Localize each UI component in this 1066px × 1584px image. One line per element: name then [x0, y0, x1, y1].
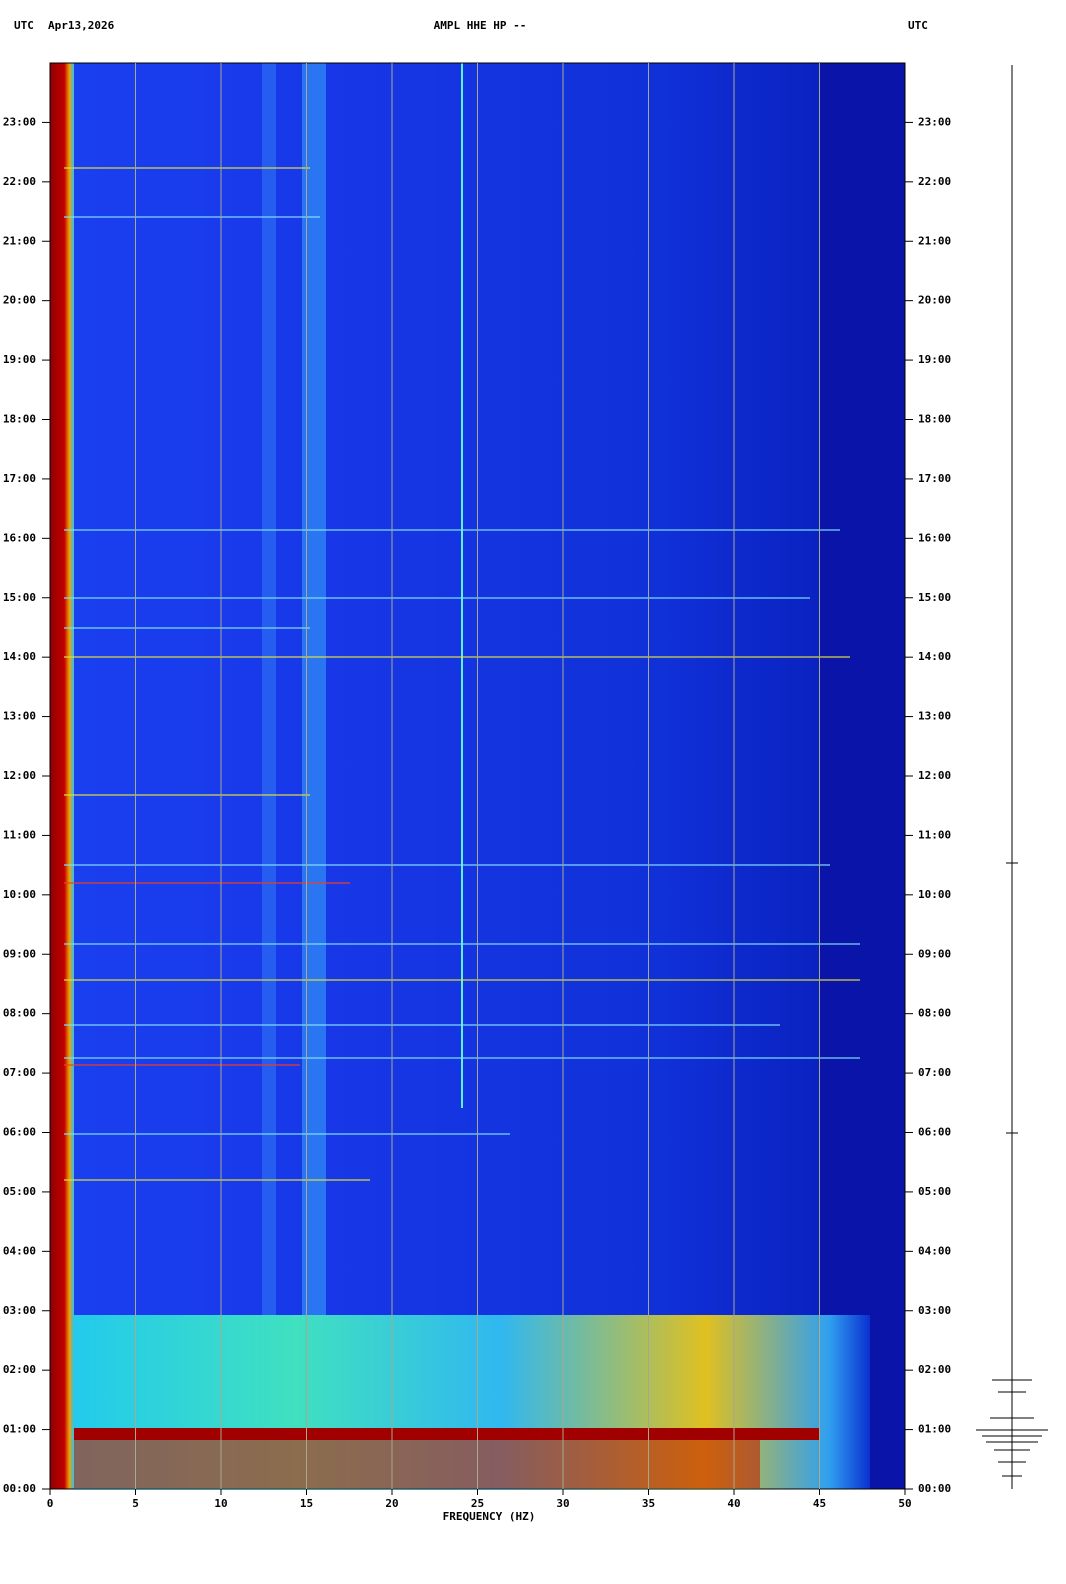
- spectrogram: [50, 63, 1048, 1489]
- y-tick-label-right: 05:00: [918, 1185, 951, 1198]
- y-tick-label: 14:00: [3, 650, 36, 663]
- y-tick-label: 22:00: [3, 175, 36, 188]
- y-tick-label-right: 15:00: [918, 591, 951, 604]
- y-tick-label-right: 07:00: [918, 1066, 951, 1079]
- band-15hz: [302, 63, 326, 1489]
- y-tick-label-right: 21:00: [918, 234, 951, 247]
- y-tick-label-right: 02:00: [918, 1363, 951, 1376]
- hot-bottom: [60, 1440, 760, 1488]
- y-tick-label: 16:00: [3, 531, 36, 544]
- y-tick-label-right: 22:00: [918, 175, 951, 188]
- y-tick-label: 18:00: [3, 413, 36, 426]
- y-tick-label: 10:00: [3, 888, 36, 901]
- y-tick-label-right: 11:00: [918, 828, 951, 841]
- noise-field: [50, 63, 820, 1489]
- x-tick-label: 50: [898, 1497, 911, 1510]
- x-tick-label: 0: [47, 1497, 54, 1510]
- y-tick-label-right: 04:00: [918, 1244, 951, 1257]
- axes: 0 5 10 15 20 25 30 35 40 45 50 00:00 00:00 01:00 01:00…: [3, 62, 951, 1510]
- x-tick-label: 45: [813, 1497, 826, 1510]
- y-tick-label-right: 06:00: [918, 1126, 951, 1139]
- y-tick-label: 09:00: [3, 947, 36, 960]
- y-tick-label-right: 23:00: [918, 115, 951, 128]
- y-tick-label-right: 10:00: [918, 888, 951, 901]
- y-tick-label-right: 17:00: [918, 472, 951, 485]
- y-tick-label-right: 19:00: [918, 353, 951, 366]
- y-tick-label: 05:00: [3, 1185, 36, 1198]
- y-tick-label-right: 00:00: [918, 1482, 951, 1495]
- x-tick-label: 15: [300, 1497, 313, 1510]
- y-tick-label: 12:00: [3, 769, 36, 782]
- y-tick-label-right: 09:00: [918, 947, 951, 960]
- header-right: UTC: [908, 19, 928, 32]
- y-tick-label: 17:00: [3, 472, 36, 485]
- y-tick-label-right: 12:00: [918, 769, 951, 782]
- y-tick-label: 06:00: [3, 1126, 36, 1139]
- y-tick-label: 20:00: [3, 294, 36, 307]
- y-tick-label-right: 14:00: [918, 650, 951, 663]
- y-tick-label: 04:00: [3, 1244, 36, 1257]
- y-tick-label: 21:00: [3, 234, 36, 247]
- y-tick-label-right: 13:00: [918, 710, 951, 723]
- x-tick-label: 20: [385, 1497, 398, 1510]
- y-tick-label: 07:00: [3, 1066, 36, 1079]
- y-tick-label-right: 08:00: [918, 1007, 951, 1020]
- y-tick-label-right: 03:00: [918, 1304, 951, 1317]
- x-tick-label: 40: [727, 1497, 740, 1510]
- y-tick-label: 19:00: [3, 353, 36, 366]
- date: Apr13,2026: [48, 19, 115, 32]
- y-tick-label: 23:00: [3, 115, 36, 128]
- y-tick-label-right: 01:00: [918, 1423, 951, 1436]
- y-tick-label: 15:00: [3, 591, 36, 604]
- chart-title: AMPL HHE HP --: [434, 19, 527, 32]
- y-tick-label: 02:00: [3, 1363, 36, 1376]
- low-freq-band: [50, 63, 74, 1489]
- y-tick-label: 01:00: [3, 1423, 36, 1436]
- y-tick-label: 13:00: [3, 710, 36, 723]
- x-tick-label: 30: [556, 1497, 569, 1510]
- x-tick-label: 5: [132, 1497, 139, 1510]
- y-tick-label: 00:00: [3, 1482, 36, 1495]
- y-tick-label-right: 20:00: [918, 294, 951, 307]
- x-axis-label: FREQUENCY (HZ): [443, 1510, 536, 1523]
- x-tick-label: 10: [214, 1497, 227, 1510]
- hot-band: [60, 1428, 820, 1440]
- y-tick-label: 11:00: [3, 828, 36, 841]
- y-tick-label-right: 18:00: [918, 413, 951, 426]
- y-tick-label: 03:00: [3, 1304, 36, 1317]
- band-13hz: [262, 63, 276, 1489]
- y-tick-label-right: 16:00: [918, 531, 951, 544]
- header-left: UTC: [14, 19, 34, 32]
- y-tick-label: 08:00: [3, 1007, 36, 1020]
- x-tick-label: 35: [642, 1497, 655, 1510]
- x-tick-label: 25: [471, 1497, 484, 1510]
